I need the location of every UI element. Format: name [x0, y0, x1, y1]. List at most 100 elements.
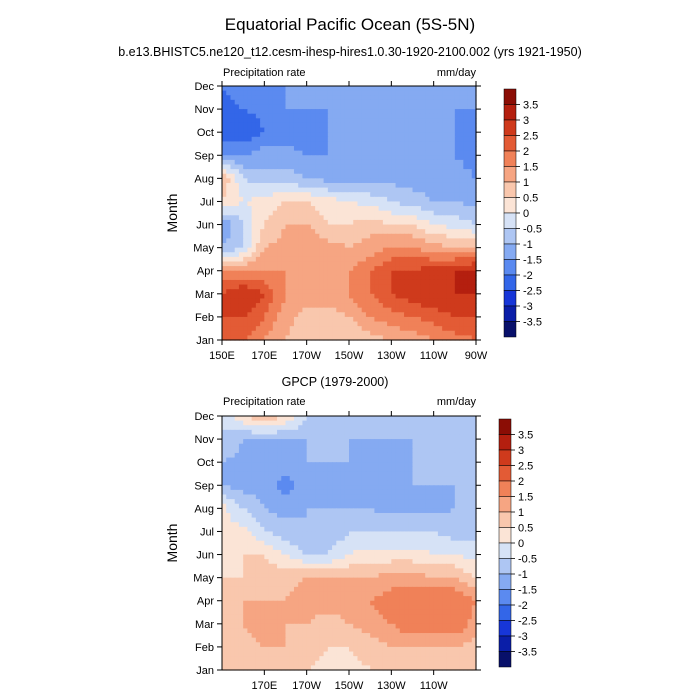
heatmap-cell [260, 321, 265, 327]
heatmap-cell [433, 503, 439, 509]
heatmap-cell [433, 275, 439, 281]
heatmap-cell [404, 429, 409, 436]
heatmap-cell [416, 293, 422, 300]
heatmap-cell [399, 452, 405, 459]
heatmap-cell [404, 247, 409, 253]
heatmap-cell [408, 303, 414, 309]
heatmap-cell [420, 90, 426, 96]
heatmap-cell [361, 164, 367, 170]
heatmap-cell [399, 99, 405, 106]
heatmap-cell [382, 169, 388, 175]
heatmap-cell [357, 187, 363, 193]
heatmap-cell [471, 182, 477, 189]
heatmap-cell [412, 109, 418, 115]
heatmap-cell [378, 298, 384, 304]
heatmap-cell [344, 219, 350, 226]
heatmap-cell [454, 536, 460, 542]
heatmap-cell [230, 448, 236, 454]
heatmap-cell [361, 215, 367, 221]
heatmap-cell [446, 132, 452, 138]
heatmap-cell [365, 489, 371, 496]
heatmap-cell [442, 256, 447, 263]
heatmap-cell [450, 109, 456, 115]
heatmap-cell [272, 159, 278, 166]
heatmap-cell [395, 508, 401, 514]
heatmap-cell [281, 104, 287, 110]
heatmap-cell [289, 476, 295, 482]
heatmap-cell [391, 289, 397, 295]
heatmap-cell [446, 127, 452, 133]
heatmap-cell [365, 429, 371, 436]
heatmap-cell [344, 316, 350, 323]
heatmap-cell [340, 113, 346, 119]
heatmap-cell [340, 192, 346, 198]
heatmap-cell [404, 476, 409, 482]
heatmap-cell [463, 476, 469, 482]
heatmap-cell [260, 494, 265, 500]
heatmap-cell [302, 146, 308, 152]
heatmap-cell [310, 489, 316, 496]
heatmap-cell [408, 215, 414, 221]
heatmap-cell [349, 439, 354, 445]
heatmap-cell [310, 132, 316, 138]
heatmap-cell [463, 95, 469, 101]
heatmap-cell [433, 289, 439, 295]
heatmap-cell [310, 238, 316, 244]
heatmap-cell [268, 247, 274, 253]
heatmap-cell [463, 293, 469, 300]
heatmap-cell [344, 298, 350, 304]
heatmap-cell [255, 485, 261, 491]
heatmap-cell [425, 522, 431, 528]
heatmap-cell [238, 270, 244, 276]
heatmap-cell [446, 326, 452, 332]
heatmap-cell [226, 252, 232, 258]
heatmap-cell [387, 132, 392, 138]
heatmap-cell [370, 229, 375, 235]
heatmap-cell [310, 522, 316, 528]
heatmap-cell [463, 122, 469, 129]
heatmap-cell [442, 443, 447, 449]
heatmap-cell [285, 266, 291, 272]
heatmap-cell [306, 298, 312, 304]
heatmap-cell [264, 266, 270, 272]
heatmap-cell [382, 531, 388, 537]
heatmap-cell [289, 293, 295, 300]
heatmap-cell [251, 508, 257, 514]
heatmap-cell [251, 118, 257, 124]
heatmap-cell [399, 536, 405, 542]
heatmap-cell [429, 113, 435, 119]
heatmap-cell [446, 247, 452, 253]
heatmap-cell [285, 476, 291, 482]
heatmap-cell [251, 335, 257, 341]
heatmap-cell [412, 307, 418, 313]
heatmap-cell [323, 457, 329, 463]
heatmap-cell [251, 503, 257, 509]
heatmap-cell [399, 420, 405, 426]
heatmap-cell [353, 187, 359, 193]
heatmap-cell [234, 425, 240, 431]
heatmap-cell [463, 229, 469, 235]
heatmap-cell [353, 485, 359, 491]
heatmap-cell [412, 448, 418, 454]
heatmap-cell [361, 485, 367, 491]
heatmap-cell [437, 215, 443, 221]
heatmap-cell [251, 266, 257, 272]
heatmap-cell [361, 178, 367, 184]
heatmap-cell [459, 489, 464, 496]
heatmap-cell [251, 90, 257, 96]
heatmap-cell [361, 279, 367, 286]
heatmap-cell [243, 303, 248, 309]
heatmap-cell [264, 243, 270, 249]
heatmap-cell [454, 512, 460, 519]
heatmap-cell [361, 261, 367, 267]
heatmap-cell [268, 326, 274, 332]
heatmap-cell [471, 522, 477, 528]
heatmap-cell [370, 270, 375, 276]
heatmap-cell [285, 229, 291, 235]
heatmap-cell [302, 233, 308, 239]
heatmap-cell [293, 243, 299, 249]
heatmap-cell [463, 182, 469, 189]
heatmap-cell [382, 284, 388, 290]
heatmap-cell [251, 215, 257, 221]
heatmap-cell [378, 443, 384, 449]
